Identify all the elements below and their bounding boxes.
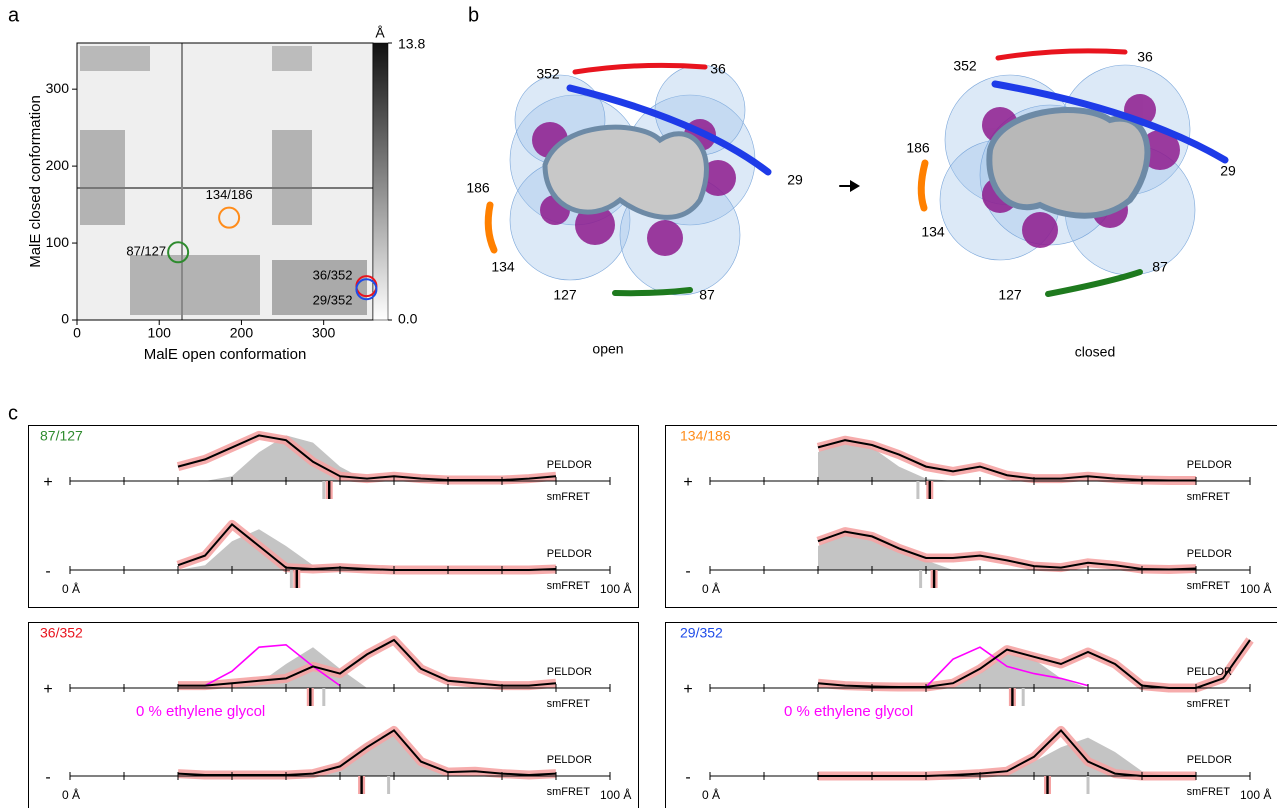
y-tick-label: 300 — [46, 80, 70, 96]
residue-label: 186 — [906, 140, 930, 156]
panel-title: 36/352 — [40, 625, 83, 641]
simulated-distribution — [178, 529, 556, 570]
method-label: PELDOR — [547, 666, 592, 678]
x-tick-label: 200 — [230, 325, 254, 341]
residue-label: 87 — [699, 287, 715, 303]
residue-label: 127 — [553, 287, 577, 303]
method-label: smFRET — [1187, 580, 1231, 592]
smfret-value — [1011, 688, 1013, 706]
panel-title: 29/352 — [680, 625, 723, 641]
residue-label: 29 — [1220, 163, 1236, 179]
pair-label: 87/127 — [126, 244, 166, 259]
figure: a b c — [0, 0, 1277, 808]
method-label: smFRET — [1187, 698, 1231, 710]
method-label: smFRET — [547, 698, 591, 710]
method-label: PELDOR — [1187, 754, 1232, 766]
panel-title: 87/127 — [40, 428, 83, 444]
smfret-value — [929, 481, 931, 499]
colorbar-label: 0.0 — [398, 311, 418, 327]
pair-label: 29/352 — [313, 293, 353, 308]
smfret-value — [328, 481, 330, 499]
smfret-simulated — [1087, 776, 1090, 794]
smfret-value — [296, 570, 298, 588]
method-label: smFRET — [547, 580, 591, 592]
condition-sign: + — [43, 681, 52, 698]
peldor-band — [818, 730, 1196, 776]
y-tick-label: 0 — [61, 311, 69, 327]
smfret-value — [933, 570, 935, 588]
residue-label: 36 — [1137, 49, 1153, 65]
condition-sign: + — [683, 681, 692, 698]
residue-label: 352 — [953, 58, 977, 74]
condition-sign: + — [683, 474, 692, 491]
panel-label: c — [8, 402, 18, 424]
smfret-simulated — [322, 688, 325, 706]
condition-sign: - — [45, 769, 50, 786]
x-tick-label: 0 Å — [702, 581, 720, 596]
method-label: smFRET — [1187, 786, 1231, 798]
method-label: PELDOR — [1187, 548, 1232, 560]
residue-label: 87 — [1152, 259, 1168, 275]
smfret-simulated — [387, 776, 390, 794]
residue-label: 352 — [536, 66, 560, 82]
x-tick-label: 100 — [148, 325, 172, 341]
peldor-band — [178, 640, 556, 686]
x-tick-label: 100 Å — [600, 787, 631, 802]
colorbar-unit: Å — [375, 25, 385, 41]
residue-label: 29 — [787, 172, 803, 188]
smfret-simulated — [322, 481, 325, 499]
peldor-band — [178, 435, 556, 480]
panel-label: b — [468, 4, 479, 26]
x-tick-label: 100 Å — [1240, 787, 1271, 802]
residue-label: 134 — [491, 259, 515, 275]
method-label: PELDOR — [1187, 666, 1232, 678]
residue-label: 127 — [998, 287, 1022, 303]
colorbar-label: 13.8 — [398, 36, 425, 52]
y-tick-label: 100 — [46, 234, 70, 250]
structure-caption: open — [592, 341, 623, 357]
x-tick-label: 0 Å — [62, 581, 80, 596]
residue-label: 186 — [466, 180, 490, 196]
method-label: PELDOR — [547, 459, 592, 471]
pair-label: 36/352 — [313, 268, 353, 283]
method-label: smFRET — [1187, 491, 1231, 503]
panel-label: a — [8, 4, 20, 26]
method-label: smFRET — [547, 491, 591, 503]
x-tick-label: 0 — [73, 325, 81, 341]
residue-label: 36 — [710, 61, 726, 77]
smfret-simulated — [1022, 688, 1025, 706]
condition-sign: - — [45, 563, 50, 580]
smfret-value — [360, 776, 362, 794]
structure-caption: closed — [1075, 344, 1115, 360]
panel-title: 134/186 — [680, 428, 731, 444]
smfret-value — [309, 688, 311, 706]
method-label: PELDOR — [547, 548, 592, 560]
glycol-label: 0 % ethylene glycol — [784, 703, 913, 720]
x-tick-label: 300 — [312, 325, 336, 341]
x-axis-label: MalE open conformation — [144, 346, 307, 363]
method-label: PELDOR — [547, 754, 592, 766]
x-tick-label: 0 Å — [62, 787, 80, 802]
smfret-simulated — [290, 570, 293, 588]
smfret-simulated — [919, 570, 922, 588]
glycol-label: 0 % ethylene glycol — [136, 703, 265, 720]
condition-sign: + — [43, 474, 52, 491]
structure-open — [510, 65, 755, 295]
x-tick-label: 100 Å — [600, 581, 631, 596]
method-label: smFRET — [547, 786, 591, 798]
method-label: PELDOR — [1187, 459, 1232, 471]
y-axis-label: MalE closed conformation — [27, 95, 44, 268]
pair-label: 134/186 — [206, 187, 253, 202]
x-tick-label: 0 Å — [702, 787, 720, 802]
residue-label: 134 — [921, 224, 945, 240]
smfret-value — [1046, 776, 1048, 794]
condition-sign: - — [685, 563, 690, 580]
smfret-simulated — [916, 481, 919, 499]
condition-sign: - — [685, 769, 690, 786]
x-tick-label: 100 Å — [1240, 581, 1271, 596]
y-tick-label: 200 — [46, 157, 70, 173]
